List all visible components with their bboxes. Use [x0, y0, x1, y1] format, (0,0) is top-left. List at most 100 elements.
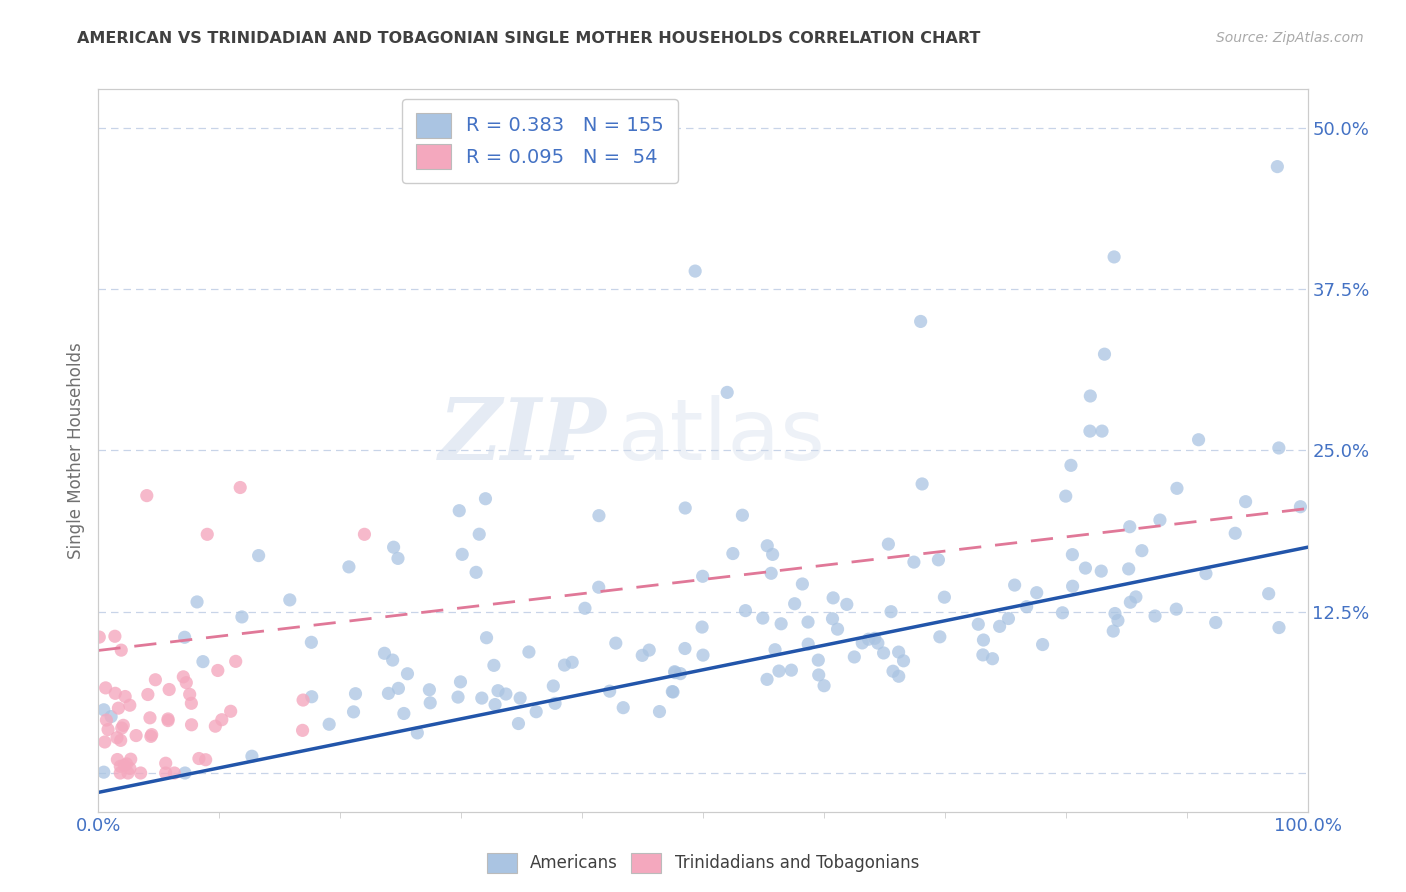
Point — [673, 501, 696, 516]
Point — [827, 622, 849, 636]
Legend: Americans, Trinidadians and Tobagonians: Americans, Trinidadians and Tobagonians — [481, 847, 925, 880]
Point — [392, 706, 415, 721]
Point — [669, 666, 692, 681]
Point — [880, 605, 903, 619]
Point — [1107, 614, 1129, 628]
Point — [1268, 621, 1291, 635]
Point — [174, 766, 197, 780]
Legend: R = 0.383   N = 155, R = 0.095   N =  54: R = 0.383 N = 155, R = 0.095 N = 54 — [402, 99, 678, 183]
Point — [484, 698, 506, 712]
Point — [139, 730, 162, 744]
Point — [770, 616, 793, 631]
Point — [107, 701, 129, 715]
Point — [387, 551, 409, 566]
Point — [110, 759, 132, 773]
Point — [887, 669, 910, 683]
Point — [482, 658, 505, 673]
Point — [471, 691, 494, 706]
Point — [1104, 607, 1126, 621]
Point — [1062, 579, 1084, 593]
Point — [887, 645, 910, 659]
Point — [792, 577, 814, 591]
Point — [1166, 602, 1188, 616]
Point — [157, 682, 180, 697]
Point — [759, 566, 782, 581]
Point — [465, 566, 488, 580]
Point — [419, 696, 441, 710]
Point — [292, 693, 315, 707]
Point — [418, 682, 440, 697]
Point — [768, 664, 790, 678]
Point — [1195, 566, 1218, 581]
Point — [813, 679, 835, 693]
Point — [910, 314, 932, 328]
Point — [129, 766, 152, 780]
Point — [141, 728, 163, 742]
Point — [763, 642, 786, 657]
Point — [734, 604, 756, 618]
Point — [110, 643, 132, 657]
Point — [1119, 595, 1142, 609]
Point — [1149, 513, 1171, 527]
Point — [721, 547, 744, 561]
Point — [877, 537, 900, 551]
Point — [219, 704, 242, 718]
Point — [1205, 615, 1227, 630]
Point — [807, 668, 830, 682]
Point — [911, 477, 934, 491]
Point — [173, 630, 195, 644]
Point — [893, 654, 915, 668]
Point — [631, 648, 654, 663]
Point — [89, 630, 111, 644]
Point — [662, 685, 685, 699]
Point — [387, 681, 409, 696]
Point — [1289, 500, 1312, 514]
Point — [180, 718, 202, 732]
Point — [100, 709, 122, 723]
Point — [780, 663, 803, 677]
Point — [823, 591, 845, 605]
Point — [104, 686, 127, 700]
Point — [475, 631, 498, 645]
Text: AMERICAN VS TRINIDADIAN AND TOBAGONIAN SINGLE MOTHER HOUSEHOLDS CORRELATION CHAR: AMERICAN VS TRINIDADIAN AND TOBAGONIAN S… — [77, 31, 981, 46]
Point — [451, 547, 474, 561]
Point — [872, 646, 894, 660]
Point — [807, 653, 830, 667]
Point — [1078, 424, 1101, 438]
Point — [1060, 458, 1083, 473]
Point — [157, 714, 180, 728]
Point — [1102, 624, 1125, 638]
Point — [449, 504, 471, 518]
Point — [105, 731, 128, 745]
Point — [172, 670, 194, 684]
Point — [638, 643, 661, 657]
Point — [683, 264, 706, 278]
Point — [553, 658, 575, 673]
Point — [204, 719, 226, 733]
Point — [821, 612, 844, 626]
Point — [94, 681, 117, 695]
Point — [664, 665, 686, 679]
Point — [752, 611, 775, 625]
Point — [928, 630, 950, 644]
Point — [517, 645, 540, 659]
Point — [927, 553, 949, 567]
Point — [486, 683, 509, 698]
Point — [1054, 489, 1077, 503]
Point — [1225, 526, 1247, 541]
Point — [110, 733, 132, 747]
Point — [1074, 561, 1097, 575]
Point — [240, 749, 263, 764]
Point — [229, 481, 252, 495]
Point — [104, 629, 127, 643]
Point — [117, 766, 139, 780]
Point — [225, 654, 247, 668]
Point — [716, 385, 738, 400]
Point — [797, 615, 820, 629]
Point — [543, 679, 565, 693]
Point — [110, 766, 132, 780]
Point — [1268, 441, 1291, 455]
Point — [115, 756, 138, 771]
Point — [97, 723, 120, 737]
Point — [1062, 548, 1084, 562]
